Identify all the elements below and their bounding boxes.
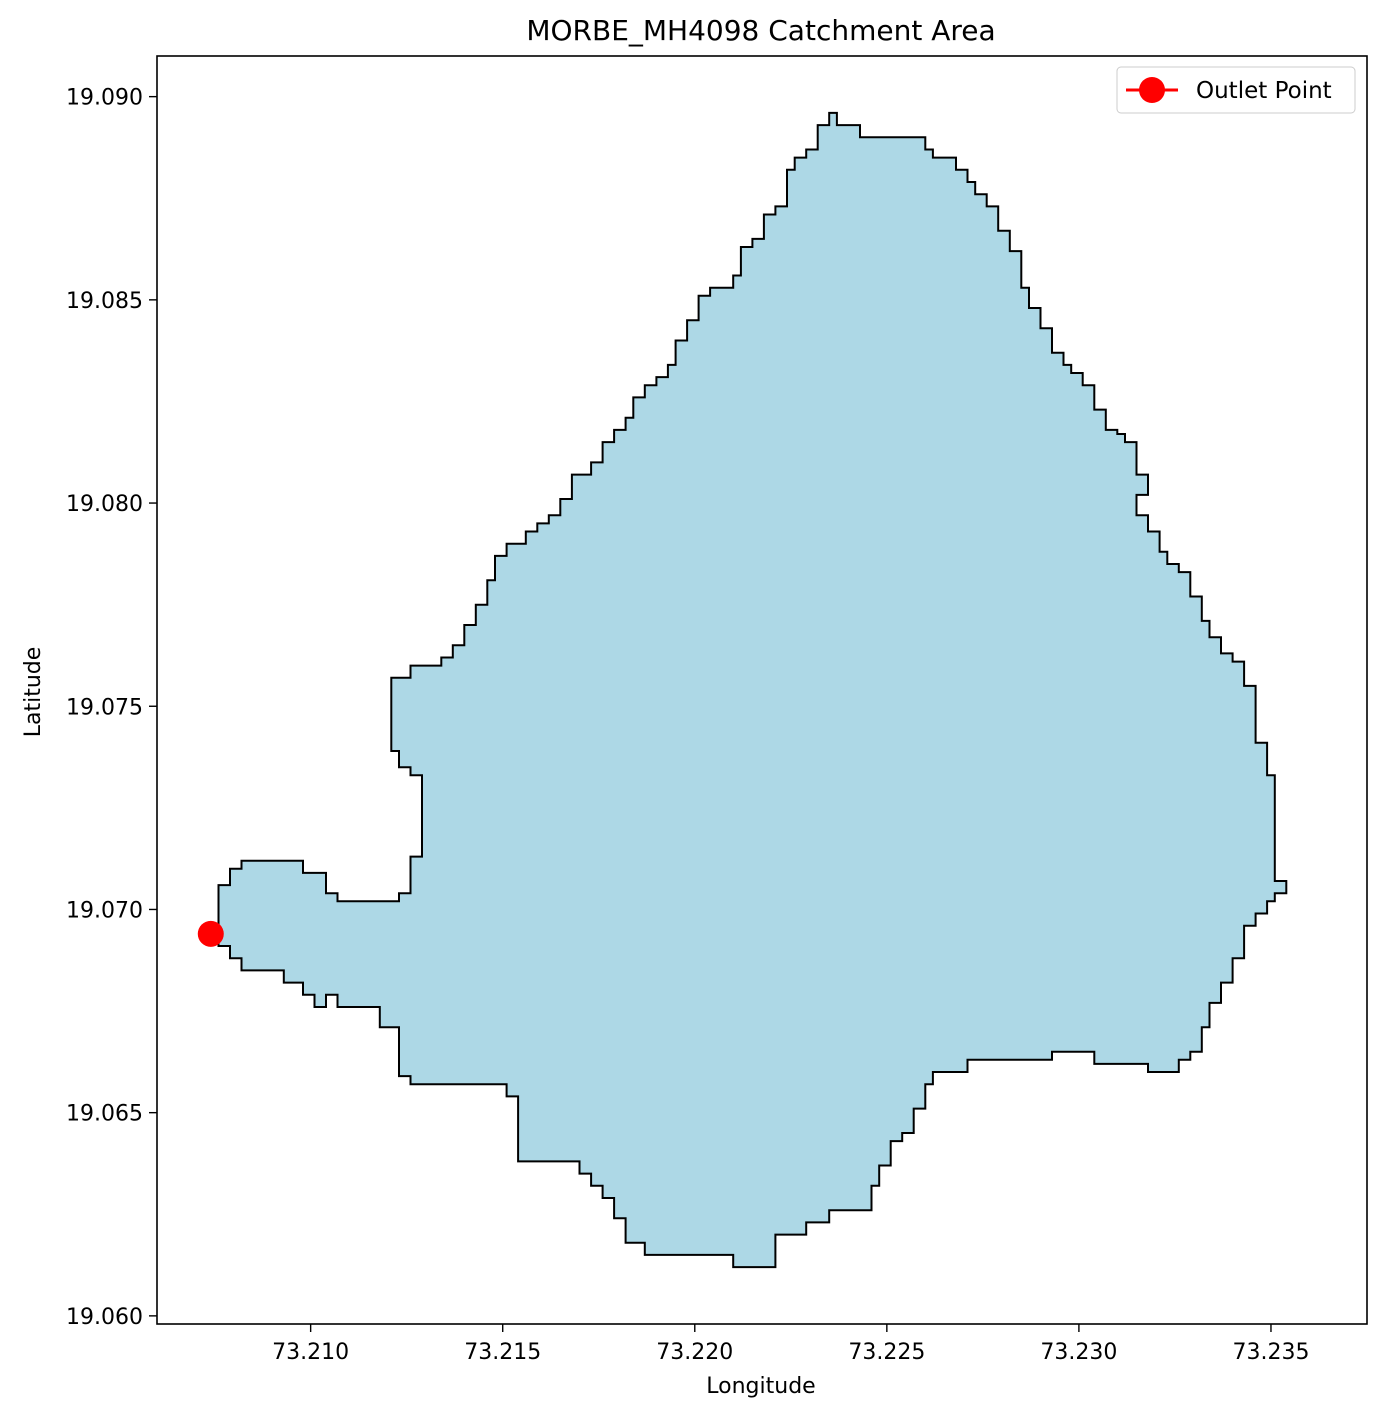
- y-tick-label: 19.085: [66, 289, 143, 314]
- x-tick-label: 73.230: [1040, 1340, 1117, 1365]
- y-tick-label: 19.070: [66, 898, 143, 923]
- x-tick-label: 73.225: [848, 1340, 925, 1365]
- y-tick-label: 19.090: [66, 86, 143, 111]
- legend-box: [1116, 66, 1356, 114]
- outlet-point-marker: [197, 920, 224, 947]
- x-axis-ticks: 73.210 73.215 73.220 73.225 73.230 73.235: [272, 1324, 1309, 1365]
- y-tick-label: 19.060: [66, 1305, 143, 1330]
- x-tick-label: 73.215: [464, 1340, 541, 1365]
- y-tick-label: 19.080: [66, 492, 143, 517]
- legend-marker-icon: [1139, 77, 1165, 103]
- legend-label-outlet-point: Outlet Point: [1196, 78, 1332, 104]
- x-tick-label: 73.210: [272, 1340, 349, 1365]
- catchment-polygon: [217, 111, 1288, 1269]
- x-tick-label: 73.220: [656, 1340, 733, 1365]
- chart-title: MORBE_MH4098 Catchment Area: [526, 14, 995, 47]
- legend: Outlet Point: [1116, 66, 1356, 114]
- y-axis-ticks: 19.060 19.065 19.070 19.075 19.080 19.085 19.0…: [66, 86, 157, 1330]
- y-tick-label: 19.075: [66, 695, 143, 720]
- y-tick-label: 19.065: [66, 1102, 143, 1127]
- y-axis-label: Latitude: [21, 647, 46, 738]
- x-axis-label: Longitude: [706, 1374, 815, 1399]
- axes-frame: [156, 55, 1368, 1325]
- plot-area: [197, 111, 1288, 1269]
- x-tick-label: 73.235: [1232, 1340, 1309, 1365]
